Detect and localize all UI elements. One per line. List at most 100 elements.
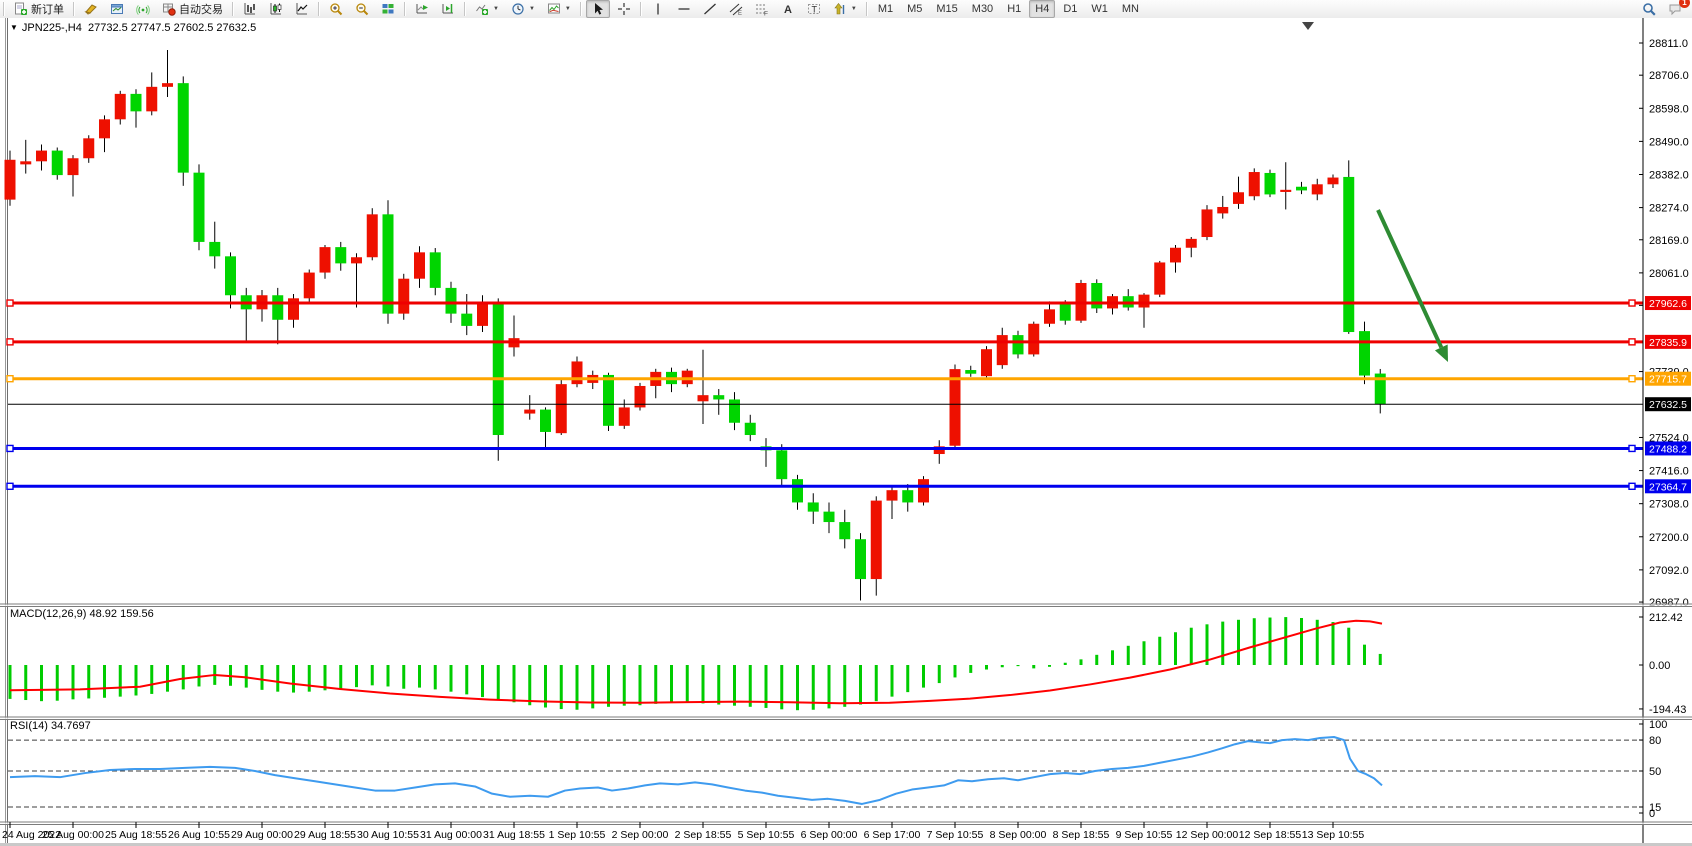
chart-collapse-icon[interactable]: ▼ xyxy=(10,23,18,32)
auto-trading-button[interactable]: 自动交易 xyxy=(157,0,228,18)
indicators-button[interactable]: ▼ xyxy=(470,0,504,18)
signals-button[interactable] xyxy=(131,0,155,18)
candle-body xyxy=(729,399,740,423)
candle-body xyxy=(1170,247,1181,263)
time-tick-label: 31 Aug 18:55 xyxy=(483,829,545,841)
notification-badge: 1 xyxy=(1679,0,1690,8)
line-handle[interactable] xyxy=(6,375,14,383)
line-chart-button[interactable] xyxy=(290,0,314,18)
textA-icon: A xyxy=(781,2,795,16)
rsi-axis-label: 0 xyxy=(1649,808,1655,820)
price-tick-label: 28490.0 xyxy=(1649,136,1689,148)
channel-button[interactable]: E xyxy=(724,0,748,18)
timeframe-m15-button[interactable]: M15 xyxy=(936,3,958,15)
timeframe-w1-button[interactable]: W1 xyxy=(1091,3,1108,15)
templates-button[interactable]: ▼ xyxy=(542,0,576,18)
candle-body xyxy=(571,361,583,385)
time-tick-label: 1 Sep 10:55 xyxy=(549,829,606,841)
periods-button[interactable]: ▼ xyxy=(506,0,540,18)
toolbar: 新订单 自动交易 ▼ ▼ ▼ E F A T ▼ M1 M5 M15 M30 H1 H4 D1 W1 MN 1 xyxy=(0,0,1692,19)
tile-icon xyxy=(381,2,395,16)
text-button[interactable]: A xyxy=(776,0,800,18)
candle-body xyxy=(1138,294,1150,308)
time-tick-label: 31 Aug 00:00 xyxy=(420,829,482,841)
candle-body xyxy=(744,422,756,436)
zoom-out-button[interactable] xyxy=(350,0,374,18)
chart-window-button[interactable] xyxy=(105,0,129,18)
candle-body xyxy=(1343,176,1355,333)
toolbar-separator xyxy=(232,2,234,16)
trendline-icon xyxy=(703,2,717,16)
candle-body xyxy=(618,407,630,426)
chart-shift-button[interactable] xyxy=(436,0,460,18)
candle-body xyxy=(1185,238,1197,248)
line-handle[interactable] xyxy=(6,338,14,346)
trend-arrow[interactable] xyxy=(1376,209,1444,349)
signal-icon xyxy=(136,2,150,16)
macd-panel: 212.42 0.00 -194.43 xyxy=(8,612,1686,716)
line-handle[interactable] xyxy=(6,299,14,307)
line-handle[interactable] xyxy=(1628,299,1636,307)
new-order-button[interactable]: 新订单 xyxy=(9,0,69,18)
price-tick-label: 28598.0 xyxy=(1649,103,1689,115)
chart-shift-marker[interactable] xyxy=(1302,22,1314,30)
candle-body xyxy=(776,450,788,480)
line-handle[interactable] xyxy=(1628,482,1636,490)
candle-body xyxy=(1044,309,1055,324)
macd-axis-label: -194.43 xyxy=(1649,704,1686,716)
timeframe-mn-button[interactable]: MN xyxy=(1121,3,1139,15)
bars-icon xyxy=(243,2,257,16)
label-button[interactable]: T xyxy=(802,0,826,18)
candle-body xyxy=(1374,373,1386,405)
macd-axis-label: 212.42 xyxy=(1649,612,1683,624)
candle-body xyxy=(209,241,221,257)
price-badge xyxy=(1645,296,1691,311)
timeframe-h1-button[interactable]: H1 xyxy=(1007,3,1022,15)
line-handle[interactable] xyxy=(6,482,14,490)
timeframe-d1-button[interactable]: D1 xyxy=(1063,3,1078,15)
bar-chart-button[interactable] xyxy=(238,0,262,18)
auto-scroll-button[interactable] xyxy=(410,0,434,18)
chart-window-icon xyxy=(110,2,124,16)
price-axis[interactable]: 28811.0 28706.0 28598.0 28490.0 28382.0 28274… xyxy=(1639,18,1691,843)
timeframe-m30-button[interactable]: M30 xyxy=(971,3,994,15)
candle-body xyxy=(1327,177,1339,185)
timeframe-h4-button[interactable]: H4 xyxy=(1029,0,1056,18)
candle-body xyxy=(382,214,394,314)
timeframe-m5-button[interactable]: M5 xyxy=(907,3,923,15)
svg-text:E: E xyxy=(738,11,742,16)
cursor-button[interactable] xyxy=(585,0,610,18)
crosshair-button[interactable] xyxy=(612,0,636,18)
crosshair-icon xyxy=(617,2,631,16)
candle-body xyxy=(1201,209,1213,238)
time-tick-label: 13 Sep 10:55 xyxy=(1302,829,1365,841)
toolbar-separator xyxy=(865,2,868,16)
vertical-line-button[interactable] xyxy=(646,0,670,18)
zoom-in-icon xyxy=(329,2,343,16)
zoom-in-button[interactable] xyxy=(324,0,348,18)
candle-body xyxy=(99,119,110,139)
candle-body xyxy=(303,272,315,299)
fibonacci-button[interactable]: F xyxy=(750,0,774,18)
candle-body xyxy=(477,303,488,326)
price-tick-label: 27092.0 xyxy=(1649,565,1689,577)
tile-windows-button[interactable] xyxy=(376,0,400,18)
horizontal-line-button[interactable] xyxy=(672,0,696,18)
line-handle[interactable] xyxy=(1628,375,1636,383)
line-handle[interactable] xyxy=(6,444,14,453)
line-handle[interactable] xyxy=(1628,444,1636,453)
candle-chart-button[interactable] xyxy=(264,0,288,18)
line-handle[interactable] xyxy=(1628,338,1636,346)
notifications-button[interactable]: 1 xyxy=(1663,0,1690,18)
price-badge-label: 27632.5 xyxy=(1649,399,1687,411)
candle-body xyxy=(1217,206,1229,214)
trendline-button[interactable] xyxy=(698,0,722,18)
timeframe-m1-button[interactable]: M1 xyxy=(877,3,894,15)
styler-button[interactable] xyxy=(79,0,103,18)
search-button[interactable] xyxy=(1637,0,1661,18)
shapes-button[interactable]: ▼ xyxy=(828,0,862,18)
candle-body xyxy=(319,247,331,273)
indicator-add-icon xyxy=(475,2,489,16)
time-tick-label: 9 Sep 10:55 xyxy=(1116,829,1173,841)
